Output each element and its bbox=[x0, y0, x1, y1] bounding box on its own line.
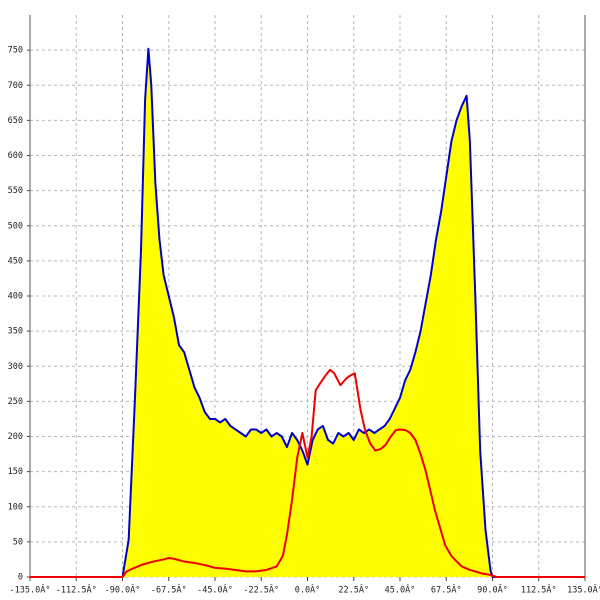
x-tick-label: -67.5Â° bbox=[151, 584, 187, 596]
series-line bbox=[30, 368, 585, 578]
y-tick-label: 200 bbox=[8, 432, 23, 442]
y-tick-label: 50 bbox=[13, 537, 23, 547]
y-tick-label: 750 bbox=[8, 46, 23, 56]
y-tick-label: 600 bbox=[8, 151, 23, 161]
y-tick-label: 650 bbox=[8, 116, 23, 126]
x-tick-label: 135.0Â° bbox=[567, 584, 600, 596]
x-tick-label: 45.0Â° bbox=[385, 584, 416, 596]
y-tick-label: 0 bbox=[18, 573, 23, 583]
y-tick-label: 300 bbox=[8, 362, 23, 372]
y-tick-label: 150 bbox=[8, 467, 23, 477]
y-tick-label: 450 bbox=[8, 256, 23, 266]
y-tick-label: 100 bbox=[8, 502, 23, 512]
y-tick-label: 550 bbox=[8, 186, 23, 196]
series-line bbox=[118, 47, 497, 578]
area-fill bbox=[118, 48, 497, 578]
y-tick-label: 250 bbox=[8, 397, 23, 407]
y-tick-label: 350 bbox=[8, 327, 23, 337]
y-tick-label: 400 bbox=[8, 292, 23, 302]
x-tick-label: 0.0Â° bbox=[295, 584, 321, 596]
x-tick-label: 112.5Â° bbox=[521, 584, 557, 596]
x-tick-label: 67.5Â° bbox=[431, 584, 462, 596]
x-tick-label: -22.5Â° bbox=[243, 584, 279, 596]
x-tick-label: -45.0Â° bbox=[197, 584, 233, 596]
y-tick-label: 700 bbox=[8, 81, 23, 91]
y-tick-label: 500 bbox=[8, 221, 23, 231]
x-tick-label: -135.0Â° bbox=[10, 584, 51, 596]
x-tick-label: -90.0Â° bbox=[105, 584, 141, 596]
x-tick-label: -112.5Â° bbox=[56, 584, 97, 596]
x-tick-label: 22.5Â° bbox=[338, 584, 369, 596]
x-tick-label: 90.0Â° bbox=[477, 584, 508, 596]
